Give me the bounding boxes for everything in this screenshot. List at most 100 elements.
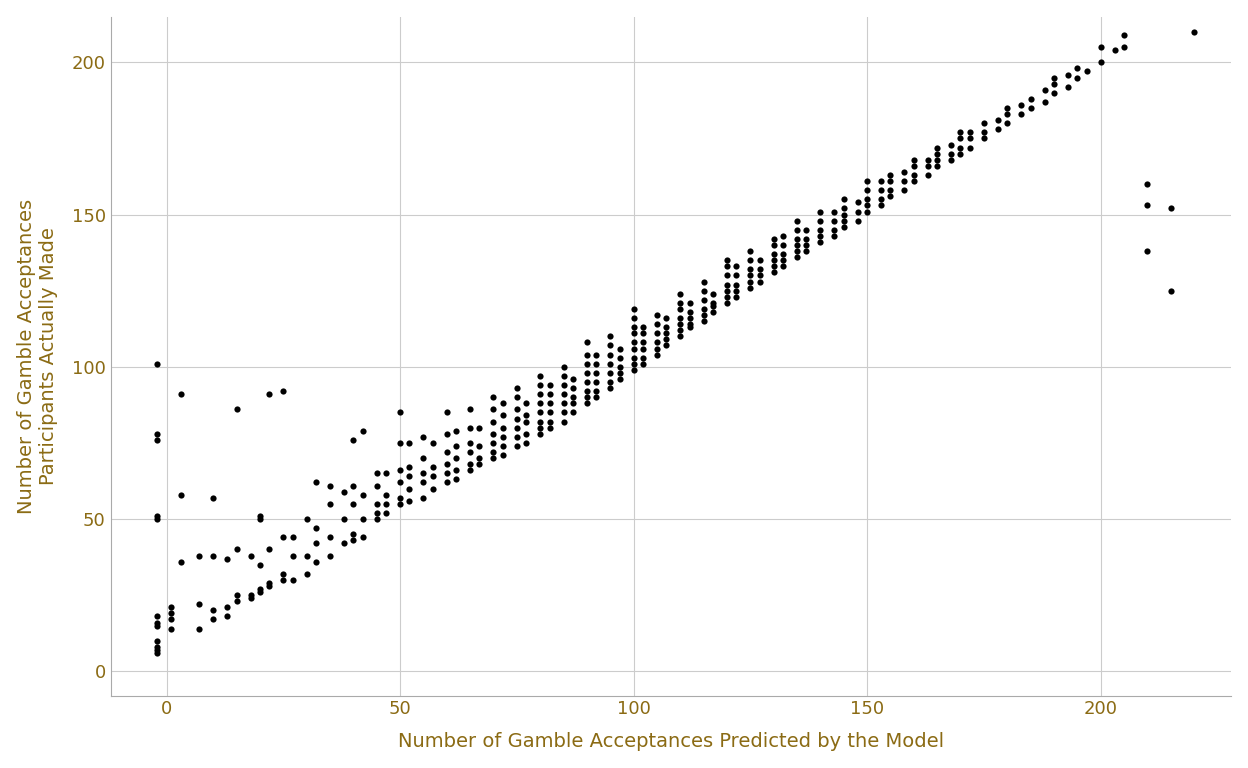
Point — [437, 428, 457, 440]
Point — [563, 406, 583, 419]
Point — [250, 510, 270, 522]
Point — [469, 440, 489, 452]
Point — [587, 367, 607, 379]
Point — [577, 358, 597, 370]
Point — [973, 117, 993, 129]
Point — [787, 223, 807, 236]
Point — [656, 312, 676, 324]
Point — [563, 397, 583, 409]
Point — [493, 409, 513, 422]
Point — [825, 223, 845, 236]
Point — [147, 647, 167, 659]
Point — [507, 412, 527, 425]
Point — [353, 488, 373, 501]
Point — [577, 385, 597, 397]
Point — [577, 336, 597, 349]
Point — [391, 437, 411, 449]
Point — [446, 440, 466, 452]
Point — [461, 437, 480, 449]
Point — [917, 169, 937, 181]
Point — [283, 531, 303, 544]
Point — [587, 376, 607, 388]
Point — [446, 425, 466, 437]
Point — [694, 284, 714, 296]
Point — [171, 388, 191, 400]
Point — [988, 123, 1008, 135]
Point — [1011, 99, 1031, 111]
Point — [680, 321, 700, 333]
Point — [319, 549, 339, 561]
Point — [740, 254, 760, 266]
Point — [413, 431, 433, 443]
Point — [483, 428, 503, 440]
Point — [670, 330, 690, 343]
Point — [656, 321, 676, 333]
Point — [740, 245, 760, 257]
Point — [539, 397, 559, 409]
Point — [283, 574, 303, 586]
Point — [740, 263, 760, 276]
Point — [227, 589, 247, 601]
Point — [217, 601, 237, 614]
Point — [904, 160, 924, 172]
Point — [834, 194, 854, 206]
Point — [273, 568, 293, 580]
Point — [680, 296, 700, 309]
Point — [718, 270, 738, 282]
Point — [391, 476, 411, 488]
Point — [413, 492, 433, 504]
Point — [764, 266, 784, 279]
Point — [857, 175, 877, 187]
Point — [217, 611, 237, 623]
Point — [147, 644, 167, 656]
Point — [656, 339, 676, 352]
Point — [880, 184, 900, 197]
Point — [203, 614, 223, 626]
Point — [656, 333, 676, 346]
Point — [646, 343, 666, 355]
Point — [764, 233, 784, 245]
Point — [1137, 199, 1157, 211]
Point — [941, 138, 961, 151]
Point — [810, 205, 830, 217]
Point — [413, 476, 433, 488]
Point — [895, 175, 915, 187]
Point — [171, 488, 191, 501]
Point — [190, 549, 210, 561]
Point — [810, 214, 830, 227]
Point — [483, 415, 503, 428]
Point — [273, 574, 293, 586]
Point — [1077, 65, 1097, 78]
Point — [530, 397, 550, 409]
Point — [217, 552, 237, 564]
Point — [399, 495, 419, 507]
Point — [530, 428, 550, 440]
Point — [517, 397, 537, 409]
Point — [680, 318, 700, 330]
Point — [577, 391, 597, 403]
Point — [670, 287, 690, 300]
Point — [633, 321, 653, 333]
Point — [423, 461, 443, 473]
Point — [1035, 84, 1055, 96]
Point — [171, 555, 191, 568]
Point — [587, 358, 607, 370]
Point — [437, 406, 457, 419]
Point — [461, 422, 480, 434]
Point — [951, 126, 971, 138]
Point — [810, 236, 830, 248]
Point — [609, 343, 629, 355]
Point — [241, 592, 261, 604]
Point — [1067, 62, 1087, 74]
Point — [633, 358, 653, 370]
Point — [399, 437, 419, 449]
Point — [437, 446, 457, 458]
Point — [306, 555, 326, 568]
Point — [539, 415, 559, 428]
Point — [624, 303, 644, 315]
Point — [334, 537, 354, 549]
Point — [446, 464, 466, 476]
Point — [306, 522, 326, 535]
Point — [633, 327, 653, 339]
Point — [554, 406, 574, 419]
